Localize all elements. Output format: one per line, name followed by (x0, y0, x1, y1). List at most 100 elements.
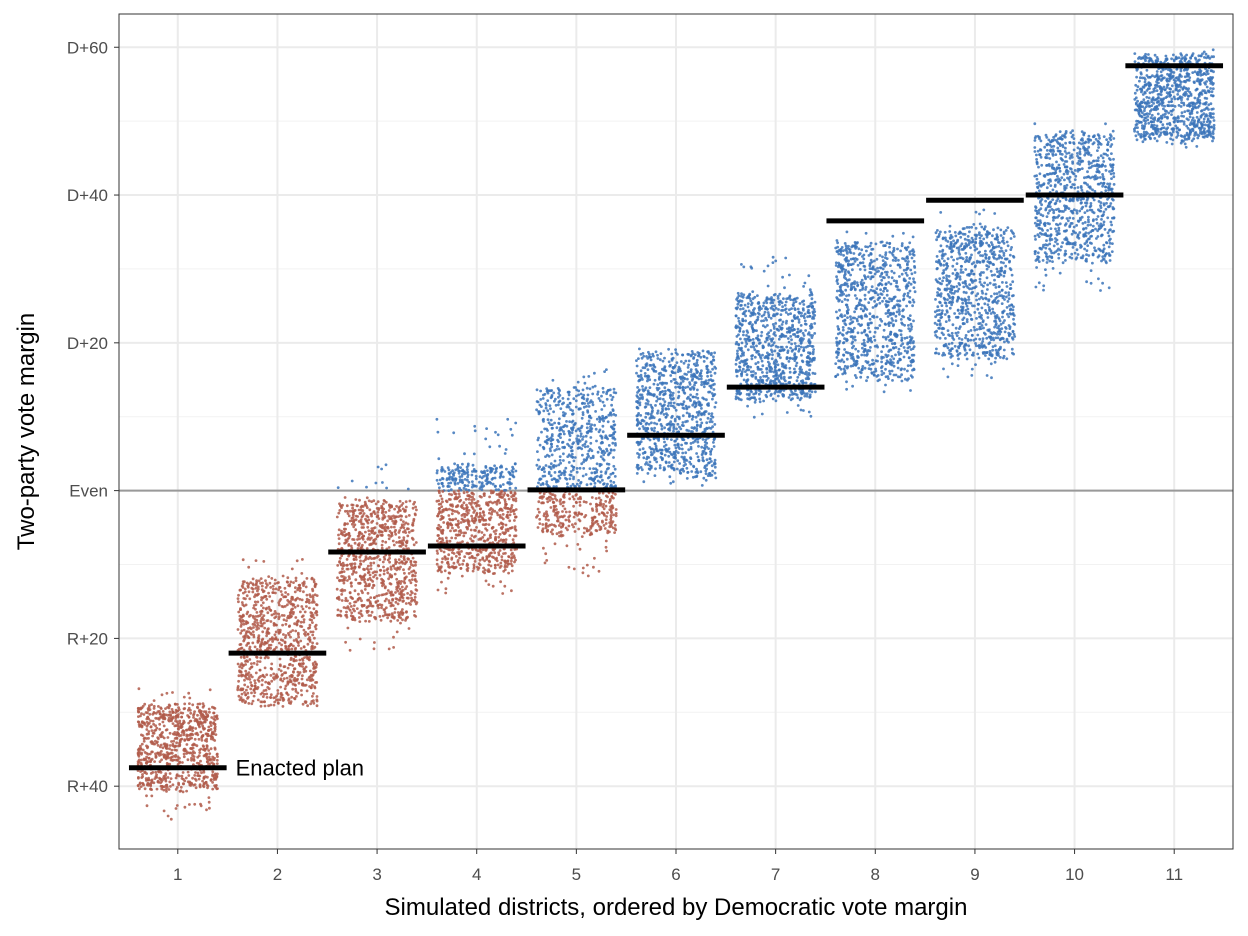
simulated-point (658, 466, 662, 470)
simulated-point (656, 357, 660, 360)
simulated-point (242, 635, 246, 639)
simulated-point (141, 773, 144, 776)
simulated-point (548, 404, 552, 407)
simulated-point (154, 728, 158, 732)
simulated-point (255, 581, 259, 584)
simulated-point (513, 462, 517, 466)
simulated-point (270, 679, 274, 683)
simulated-point (558, 455, 562, 458)
simulated-point (595, 507, 599, 511)
simulated-point (553, 399, 556, 403)
simulated-point (506, 507, 509, 510)
simulated-point (390, 504, 393, 507)
simulated-point (538, 478, 541, 482)
simulated-point (441, 500, 444, 504)
simulated-point (261, 678, 264, 682)
simulated-point (549, 496, 552, 499)
simulated-point (392, 543, 396, 547)
simulated-point (337, 542, 341, 546)
simulated-point (405, 560, 408, 564)
simulated-point (437, 523, 441, 527)
simulated-point (274, 587, 278, 591)
simulated-point (335, 515, 339, 519)
simulated-point (566, 455, 570, 458)
simulated-point (310, 611, 314, 615)
simulated-point (482, 533, 486, 537)
simulated-point (313, 585, 317, 589)
simulated-point (513, 525, 517, 529)
simulated-point (242, 628, 246, 632)
simulated-point (216, 755, 219, 758)
simulated-point (183, 702, 187, 706)
simulated-point (248, 645, 252, 649)
simulated-point (342, 570, 346, 573)
simulated-point (511, 474, 515, 478)
simulated-point (241, 618, 245, 622)
simulated-point (477, 530, 481, 534)
simulated-point (207, 725, 211, 729)
simulated-point (435, 417, 439, 421)
simulated-point (674, 351, 678, 355)
simulated-point (267, 643, 271, 647)
simulated-point (384, 463, 388, 467)
simulated-point (303, 684, 307, 687)
simulated-point (636, 418, 639, 421)
simulated-point (344, 509, 347, 513)
simulated-point (148, 752, 152, 756)
simulated-point (246, 634, 250, 638)
simulated-point (248, 658, 252, 661)
simulated-point (707, 447, 710, 450)
simulated-point (406, 487, 410, 491)
simulated-point (648, 386, 652, 389)
simulated-point (175, 715, 179, 718)
simulated-point (449, 481, 453, 485)
simulated-point (561, 504, 565, 508)
simulated-point (304, 665, 308, 669)
simulated-point (275, 646, 278, 649)
simulated-point (291, 687, 295, 691)
simulated-point (485, 427, 488, 430)
simulated-point (251, 577, 255, 581)
simulated-point (485, 528, 489, 532)
simulated-point (353, 618, 357, 622)
simulated-point (174, 724, 178, 727)
simulated-point (207, 729, 210, 732)
simulated-point (466, 468, 469, 472)
simulated-point (596, 392, 599, 396)
simulated-point (152, 707, 156, 710)
simulated-point (153, 760, 157, 763)
simulated-point (599, 455, 603, 458)
simulated-point (635, 364, 639, 368)
simulated-point (360, 614, 364, 618)
simulated-point (356, 515, 359, 518)
simulated-point (338, 578, 341, 582)
simulated-point (360, 526, 364, 529)
simulated-point (545, 559, 549, 562)
simulated-point (252, 694, 256, 698)
simulated-point (214, 733, 218, 736)
simulated-point (508, 519, 512, 523)
simulated-point (712, 355, 715, 359)
simulated-point (444, 557, 447, 561)
simulated-point (605, 368, 608, 371)
simulated-point (466, 484, 470, 487)
simulated-point (297, 681, 301, 685)
simulated-point (568, 510, 571, 514)
simulated-point (247, 671, 251, 674)
simulated-point (173, 748, 177, 752)
simulated-point (464, 484, 467, 488)
simulated-point (399, 593, 403, 597)
simulated-point (376, 500, 380, 504)
simulated-point (374, 502, 378, 506)
simulated-point (461, 473, 464, 476)
simulated-point (493, 476, 497, 480)
simulated-point (172, 739, 176, 743)
simulated-point (191, 776, 195, 780)
simulated-point (451, 518, 455, 522)
simulated-point (494, 488, 498, 492)
simulated-point (178, 744, 182, 748)
simulated-point (513, 492, 517, 496)
simulated-point (160, 758, 164, 762)
simulated-point (279, 638, 283, 642)
simulated-point (387, 647, 391, 651)
